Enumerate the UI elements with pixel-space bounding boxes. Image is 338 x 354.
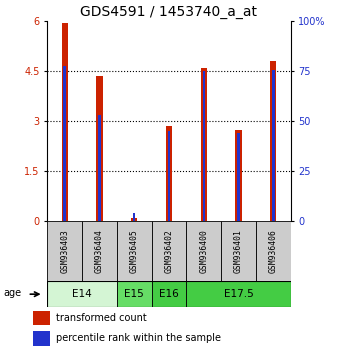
Bar [131,218,137,221]
Bar [186,221,221,281]
Bar [62,23,68,221]
Bar [98,115,101,221]
Text: GSM936405: GSM936405 [130,229,139,273]
Text: E17.5: E17.5 [224,289,254,299]
Text: GSM936400: GSM936400 [199,229,208,273]
Text: GSM936403: GSM936403 [60,229,69,273]
Bar [117,221,152,281]
Bar [152,281,186,307]
Text: GSM936406: GSM936406 [269,229,278,273]
Bar [117,281,152,307]
Text: E16: E16 [159,289,179,299]
Bar [96,76,103,221]
Bar [201,68,207,221]
Bar [186,281,291,307]
Bar [235,130,242,221]
Bar [64,66,66,221]
Bar [270,61,276,221]
Bar [33,331,50,346]
Bar [202,71,205,221]
Bar [237,133,240,221]
Text: E14: E14 [72,289,92,299]
Text: age: age [4,288,22,298]
Bar [166,126,172,221]
Text: GSM936401: GSM936401 [234,229,243,273]
Bar [221,221,256,281]
Bar [152,221,186,281]
Bar [47,221,82,281]
Text: percentile rank within the sample: percentile rank within the sample [56,333,221,343]
Title: GDS4591 / 1453740_a_at: GDS4591 / 1453740_a_at [80,5,258,19]
Bar [133,213,136,221]
Text: GSM936402: GSM936402 [165,229,173,273]
Text: GSM936404: GSM936404 [95,229,104,273]
Text: transformed count: transformed count [56,313,147,323]
Bar [82,221,117,281]
Bar [33,311,50,325]
Bar [256,221,291,281]
Bar [47,281,117,307]
Text: E15: E15 [124,289,144,299]
Bar [272,70,274,221]
Bar [168,131,170,221]
